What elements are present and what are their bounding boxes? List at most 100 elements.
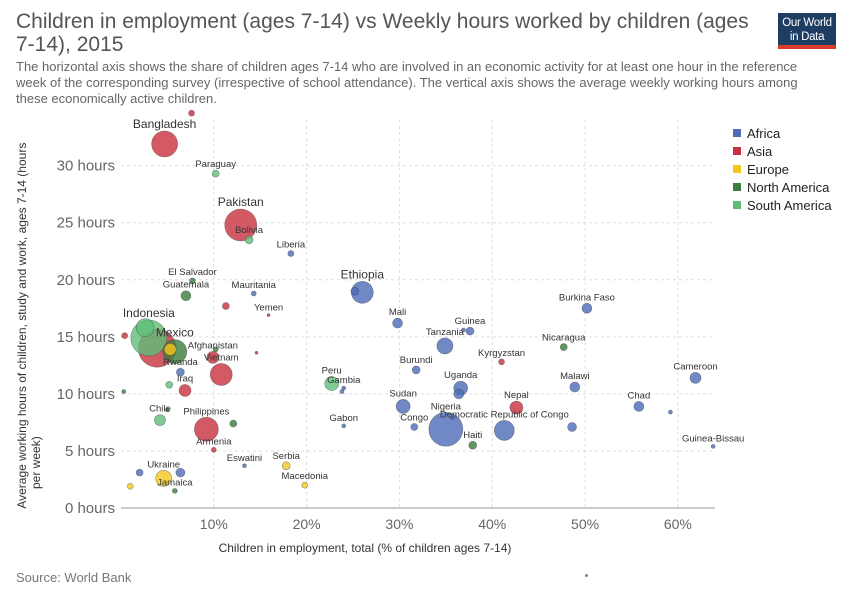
- data-point[interactable]: [250, 290, 257, 297]
- data-point[interactable]: [211, 169, 220, 178]
- data-point[interactable]: [436, 337, 454, 355]
- data-point[interactable]: [569, 381, 581, 393]
- data-point[interactable]: [689, 372, 702, 384]
- data-point[interactable]: [121, 389, 127, 394]
- legend-item[interactable]: North America: [733, 178, 832, 196]
- source-note[interactable]: Source: World Bank: [16, 570, 132, 585]
- data-point[interactable]: [175, 467, 186, 478]
- point-label: Ukraine: [147, 459, 180, 470]
- data-point[interactable]: [165, 407, 170, 413]
- data-point[interactable]: [151, 130, 178, 158]
- data-point[interactable]: [468, 440, 478, 450]
- data-point[interactable]: [188, 109, 195, 117]
- point-labels: Bangladesh Paraguay Pakistan Bolivia Liberia…: [123, 117, 744, 488]
- data-point[interactable]: [121, 332, 129, 339]
- data-point[interactable]: [178, 384, 192, 397]
- legend-item[interactable]: Africa: [733, 124, 832, 142]
- y-axis-title: Average working hours of children, study…: [15, 139, 43, 508]
- data-point[interactable]: [559, 343, 568, 351]
- data-point[interactable]: [224, 208, 258, 242]
- data-point[interactable]: [392, 317, 403, 329]
- data-point[interactable]: [155, 470, 172, 487]
- data-point[interactable]: [339, 389, 345, 394]
- data-point[interactable]: [212, 346, 219, 353]
- point-label: Nicaragua: [542, 333, 586, 344]
- point-label: Ethiopia: [341, 267, 385, 281]
- data-point[interactable]: [465, 326, 475, 336]
- point-label: Democratic Republic of Congo: [440, 409, 569, 420]
- data-point[interactable]: [189, 277, 196, 285]
- data-point[interactable]: [180, 290, 192, 302]
- y-tick-label: 20 hours: [57, 272, 115, 289]
- data-point[interactable]: [710, 444, 716, 449]
- point-label: El Salvador: [168, 267, 217, 278]
- point-label: Serbia: [272, 451, 300, 462]
- owid-logo[interactable]: Our World in Data: [778, 13, 836, 49]
- data-point[interactable]: [254, 350, 259, 355]
- legend-swatch: [733, 183, 741, 191]
- data-point[interactable]: [266, 313, 271, 317]
- data-point[interactable]: [341, 423, 347, 429]
- point-label: Mexico: [156, 326, 194, 340]
- point-label: Peru: [322, 366, 342, 377]
- data-point[interactable]: [287, 250, 295, 257]
- legend-item[interactable]: Europe: [733, 160, 832, 178]
- footer-dot: [585, 574, 588, 577]
- data-point[interactable]: [301, 481, 309, 489]
- data-point[interactable]: [341, 385, 347, 391]
- point-label: Sudan: [389, 388, 416, 399]
- data-point[interactable]: [229, 419, 238, 428]
- data-point[interactable]: [206, 351, 220, 364]
- legend-item[interactable]: Asia: [733, 142, 832, 160]
- data-point[interactable]: [461, 327, 466, 333]
- data-point[interactable]: [410, 423, 419, 431]
- data-point[interactable]: [281, 461, 291, 471]
- data-point[interactable]: [494, 420, 515, 441]
- data-point[interactable]: [242, 463, 247, 469]
- data-point[interactable]: [244, 235, 254, 245]
- data-point[interactable]: [411, 365, 421, 375]
- x-tick-label: 20%: [293, 516, 321, 532]
- data-point[interactable]: [453, 388, 465, 400]
- point-label: Afghanistan: [188, 340, 238, 351]
- data-point[interactable]: [498, 358, 505, 366]
- x-tick-label: 40%: [478, 516, 506, 532]
- data-point[interactable]: [163, 343, 177, 356]
- data-point[interactable]: [222, 302, 230, 310]
- data-point[interactable]: [633, 401, 645, 412]
- data-point[interactable]: [211, 446, 217, 453]
- data-point[interactable]: [172, 488, 178, 494]
- data-point[interactable]: [176, 367, 185, 377]
- data-point[interactable]: [567, 422, 577, 432]
- data-point[interactable]: [154, 414, 166, 426]
- data-point[interactable]: [428, 411, 464, 447]
- y-axis: 0 hours 5 hours 10 hours 15 hours 20 hours 25…: [57, 158, 115, 517]
- data-point[interactable]: [350, 286, 360, 296]
- point-label: Mauritania: [232, 280, 277, 291]
- data-point[interactable]: [509, 400, 524, 415]
- data-point[interactable]: [581, 302, 593, 314]
- x-tick-label: 30%: [385, 516, 413, 532]
- data-point[interactable]: [126, 483, 134, 490]
- point-label: Guinea-Bissau: [682, 433, 744, 444]
- legend: Africa Asia Europe North America South Ameri…: [733, 124, 832, 214]
- data-point[interactable]: [395, 399, 411, 414]
- point-label: Guinea: [455, 316, 486, 327]
- data-point[interactable]: [135, 318, 155, 337]
- data-point[interactable]: [324, 376, 339, 391]
- point-label: Macedonia: [282, 471, 329, 482]
- point-label: Paraguay: [195, 159, 236, 170]
- data-point[interactable]: [194, 416, 219, 442]
- data-point[interactable]: [165, 380, 174, 389]
- legend-item[interactable]: South America: [733, 196, 832, 214]
- data-point[interactable]: [450, 415, 455, 421]
- point-label: Gambia: [327, 375, 361, 386]
- data-point[interactable]: [209, 363, 233, 386]
- x-tick-label: 50%: [571, 516, 599, 532]
- legend-label: South America: [747, 197, 832, 213]
- data-point[interactable]: [668, 409, 673, 415]
- y-tick-label: 5 hours: [65, 443, 115, 460]
- data-point[interactable]: [135, 468, 144, 477]
- point-label: Haiti: [463, 430, 482, 441]
